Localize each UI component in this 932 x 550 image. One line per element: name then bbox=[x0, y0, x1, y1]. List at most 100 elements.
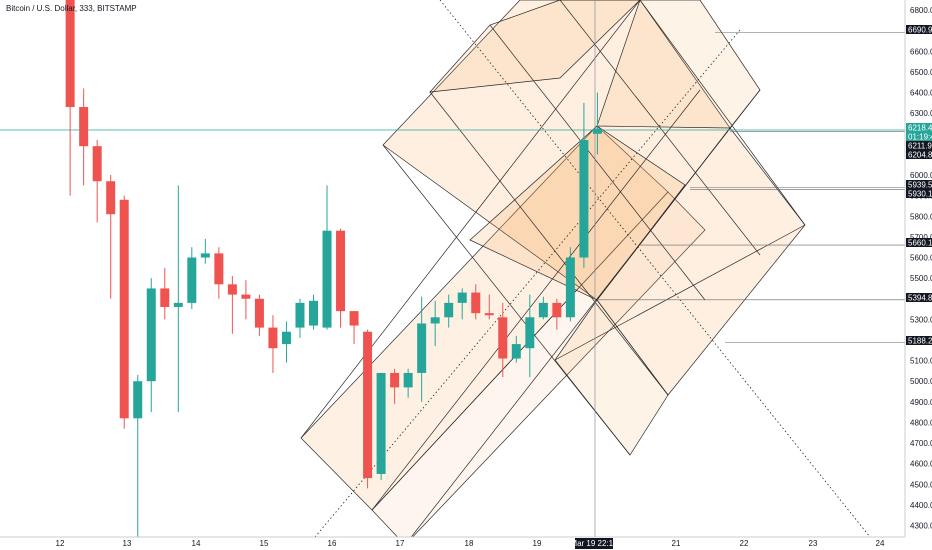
candle-body bbox=[525, 317, 535, 349]
y-tick-label: 5000.00 bbox=[910, 377, 932, 386]
candle-body bbox=[241, 294, 251, 299]
candle bbox=[538, 296, 548, 320]
candle-body bbox=[484, 313, 494, 316]
x-tick-label: 18 bbox=[465, 539, 474, 548]
x-tick-label: 22 bbox=[740, 539, 749, 548]
price-label-text: 5188.25 bbox=[908, 337, 932, 346]
price-label-bg bbox=[906, 132, 932, 141]
fib-grid-line-2 bbox=[429, 91, 669, 396]
candle-body bbox=[309, 300, 318, 326]
candle bbox=[390, 368, 400, 404]
candle bbox=[376, 372, 386, 481]
candle bbox=[133, 375, 143, 547]
candle-body bbox=[430, 317, 440, 324]
y-tick-label: 6600.00 bbox=[910, 47, 932, 56]
candle-body bbox=[133, 381, 143, 419]
price-label-text: 5660.18 bbox=[908, 239, 932, 248]
fib-grid-line-8 bbox=[404, 89, 761, 546]
candles bbox=[65, 0, 602, 547]
y-tick-label: 4900.00 bbox=[910, 398, 932, 407]
x-tick-label: 24 bbox=[876, 539, 885, 548]
price-label: 6218.46 bbox=[906, 123, 932, 133]
y-tick-label: 5100.00 bbox=[910, 357, 932, 366]
y-tick-label: 6400.00 bbox=[910, 89, 932, 98]
candle bbox=[214, 247, 224, 299]
y-tick-label: 4700.00 bbox=[910, 439, 932, 448]
candle bbox=[146, 278, 156, 413]
fib-diamond-core bbox=[469, 125, 686, 301]
candle bbox=[430, 300, 440, 347]
price-label-text: 5394.87 bbox=[908, 294, 932, 303]
candle bbox=[281, 321, 291, 363]
candle bbox=[119, 195, 129, 429]
price-label-text: 6690.90 bbox=[908, 26, 932, 35]
candle-body bbox=[92, 146, 102, 182]
x-tick-label: 14 bbox=[192, 539, 201, 548]
candle bbox=[349, 311, 359, 345]
candle bbox=[511, 335, 521, 363]
price-label-bg bbox=[906, 150, 932, 159]
candle-body bbox=[444, 302, 454, 318]
candle bbox=[65, 0, 75, 196]
x-tick-label: 21 bbox=[672, 539, 681, 548]
candle-body bbox=[363, 331, 373, 479]
price-label-bg bbox=[906, 189, 932, 198]
candle-body bbox=[349, 311, 359, 326]
candle bbox=[471, 284, 481, 320]
candle bbox=[363, 329, 373, 489]
candle bbox=[525, 294, 535, 378]
time-axis-panel[interactable] bbox=[0, 537, 932, 550]
x-tick-label: 16 bbox=[328, 539, 337, 548]
candle-body bbox=[565, 257, 575, 318]
crosshair-time-bg bbox=[575, 538, 613, 549]
price-label-text: 6218.46 bbox=[908, 124, 932, 133]
price-label-text: 01:19:40 bbox=[908, 133, 932, 142]
candle-body bbox=[498, 317, 508, 359]
price-label: 6211.93 bbox=[906, 141, 932, 151]
candle-body bbox=[295, 302, 305, 328]
price-label-bg bbox=[906, 336, 932, 345]
price-axis-panel[interactable] bbox=[905, 0, 932, 550]
candle bbox=[173, 185, 183, 413]
y-tick-label: 6000.00 bbox=[910, 171, 932, 180]
candle bbox=[309, 294, 318, 330]
candle bbox=[322, 185, 332, 330]
y-tick-label: 5700.00 bbox=[910, 233, 932, 242]
y-tick-label: 4800.00 bbox=[910, 418, 932, 427]
x-tick-label: 23 bbox=[809, 539, 818, 548]
price-label-bg bbox=[906, 238, 932, 247]
price-label: 5939.58 bbox=[906, 180, 932, 190]
candle-body bbox=[336, 230, 346, 312]
price-label: 5394.87 bbox=[906, 293, 932, 303]
price-label-text: 6211.93 bbox=[908, 142, 932, 151]
fib-grid-line-4 bbox=[559, 0, 761, 256]
candle-body bbox=[511, 344, 521, 359]
candle bbox=[498, 302, 508, 378]
price-label-text: 6204.89 bbox=[908, 151, 932, 160]
candle-body bbox=[106, 181, 116, 215]
crosshair-time-label: Mar 19 22:12 bbox=[570, 538, 618, 549]
candle-body bbox=[390, 372, 400, 388]
candle bbox=[227, 276, 237, 334]
candle-body bbox=[403, 372, 413, 388]
candle-body bbox=[552, 302, 562, 318]
fib-diamond-main bbox=[382, 0, 731, 301]
fib-channel-drawing[interactable] bbox=[300, 0, 871, 546]
candle-body bbox=[254, 298, 264, 328]
candle-body bbox=[281, 331, 291, 345]
candle-body bbox=[471, 292, 481, 314]
y-tick-label: 4500.00 bbox=[910, 480, 932, 489]
candle-body bbox=[322, 230, 332, 328]
x-tick-label: 13 bbox=[123, 539, 132, 548]
y-tick-label: 6300.00 bbox=[910, 109, 932, 118]
candle-body bbox=[376, 372, 386, 474]
candle-body bbox=[200, 253, 210, 258]
price-label-bg bbox=[906, 141, 932, 150]
candle bbox=[403, 368, 413, 398]
candle bbox=[579, 102, 589, 268]
candle bbox=[241, 280, 251, 320]
candle-body bbox=[538, 302, 548, 318]
candle-body bbox=[65, 0, 75, 108]
